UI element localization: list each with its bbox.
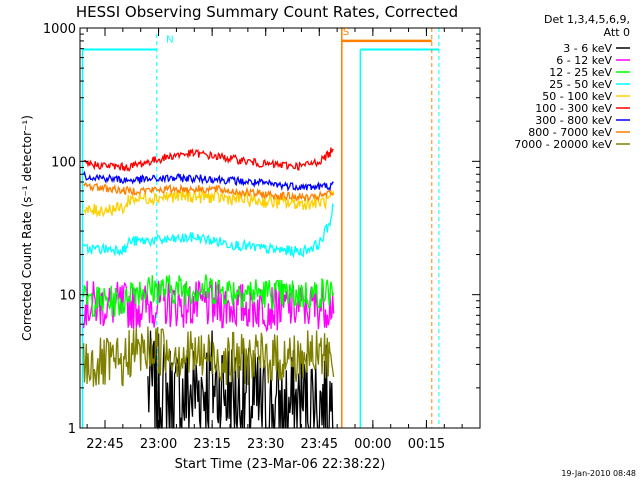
y-tick-label: 100: [51, 155, 76, 170]
legend-label: 25 - 50 keV: [549, 78, 612, 91]
legend-label: 7000 - 20000 keV: [514, 138, 612, 151]
legend-label: 100 - 300 keV: [535, 102, 612, 115]
series-line: [82, 279, 335, 333]
x-tick-label: 00:00: [354, 437, 391, 452]
x-tick-label: 23:15: [193, 437, 230, 452]
series-line: [83, 181, 335, 202]
legend-header-line-1: Det 1,3,4,5,6,9,: [544, 13, 630, 26]
legend-label: 50 - 100 keV: [542, 90, 612, 103]
y-tick-label: 1000: [43, 22, 76, 37]
band-annotation: S: [343, 27, 349, 38]
x-axis-label: Start Time (23-Mar-06 22:38:22): [175, 457, 386, 472]
y-tick-label: 10: [59, 289, 76, 304]
chart-title: HESSI Observing Summary Count Rates, Cor…: [76, 3, 458, 21]
x-tick-label: 00:15: [408, 437, 445, 452]
x-tick-label: 23:45: [301, 437, 338, 452]
x-tick-label: 23:30: [247, 437, 284, 452]
legend-label: 3 - 6 keV: [563, 42, 612, 55]
series-group: [82, 147, 335, 431]
series-line: [83, 170, 334, 192]
legend-label: 12 - 25 keV: [549, 66, 612, 79]
legend-label: 300 - 800 keV: [535, 114, 612, 127]
plot-frame: [79, 27, 481, 429]
band-annotation: N: [166, 35, 173, 46]
legend-label: 6 - 12 keV: [556, 54, 612, 67]
x-tick-label: 23:00: [140, 437, 177, 452]
series-line: [82, 274, 335, 318]
legend-label: 800 - 7000 keV: [528, 126, 612, 139]
series-line: [83, 189, 335, 218]
series-line: [83, 202, 335, 259]
series-line: [82, 326, 335, 387]
observing-flag-bands: [81, 28, 440, 428]
y-tick-label: 1: [68, 422, 76, 437]
y-axis-label: Corrected Count Rate (s⁻¹ detector⁻¹): [20, 115, 34, 341]
footer-date: 19-Jan-2010 08:48: [561, 469, 636, 478]
x-tick-label: 22:45: [86, 437, 123, 452]
annotations: NS: [166, 27, 349, 46]
series-line: [83, 147, 334, 173]
y-axis: 1 10 100 1000: [43, 22, 480, 437]
x-axis: 22:45 23:00 23:15 23:30 23:45 00:00 00:15: [86, 28, 481, 452]
legend-header-line-2: Att 0: [604, 26, 630, 39]
